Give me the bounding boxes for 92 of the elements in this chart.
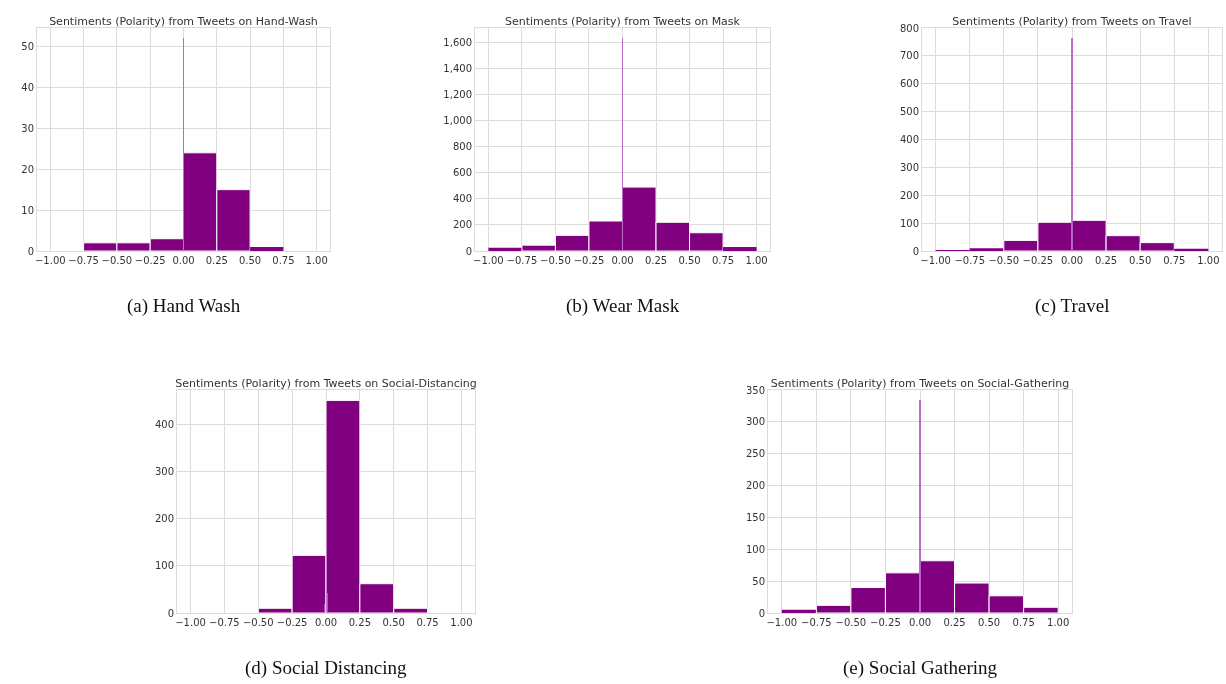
y-tick-label: 500 <box>899 106 919 118</box>
x-tick-label: 0.25 <box>348 617 371 628</box>
y-tick-label: 400 <box>154 418 174 430</box>
y-tick-label: 1,200 <box>443 89 472 101</box>
y-tick-label: 800 <box>899 22 919 34</box>
y-tick-label: 300 <box>899 161 919 173</box>
y-tick-label: 100 <box>899 217 919 229</box>
x-tick-label: −0.25 <box>573 255 605 266</box>
y-tick-label: 0 <box>27 245 34 257</box>
text: (b) Wear Mask <box>566 295 680 317</box>
x-tick-label: −1.00 <box>175 617 206 628</box>
x-tick-label: −0.50 <box>540 255 571 266</box>
x-tick-label: 0.50 <box>382 617 405 628</box>
x-tick-label: 0.00 <box>172 255 195 266</box>
y-tick-label: 200 <box>745 480 765 492</box>
text: (e) Social Gathering <box>843 657 998 679</box>
x-tick-label: 1.00 <box>1047 617 1070 628</box>
x-tick-label: 0.75 <box>711 255 735 266</box>
x-tick-label: −0.75 <box>209 617 240 628</box>
x-tick-label: −0.75 <box>68 255 99 266</box>
y-tick-label: 0 <box>167 607 174 619</box>
y-tick-label: 600 <box>452 167 472 179</box>
x-tick-label: 0.25 <box>1094 255 1118 266</box>
x-tick-label: −0.25 <box>276 617 308 628</box>
y-tick-label: 400 <box>899 134 919 145</box>
x-tick-label: −0.75 <box>506 255 538 266</box>
x-tick-label: −0.75 <box>954 255 986 266</box>
x-tick-label: 1.00 <box>1197 255 1220 266</box>
y-tick-label: 400 <box>452 193 472 205</box>
y-tick-label: 100 <box>154 560 174 572</box>
y-tick-label: 100 <box>745 543 765 555</box>
y-tick-label: 1,000 <box>443 115 472 127</box>
y-tick-label: 300 <box>745 416 765 428</box>
y-tick-label: 30 <box>21 122 34 134</box>
y-tick-label: 150 <box>745 511 765 523</box>
x-tick-label: 0.50 <box>238 255 262 266</box>
text: (a) Hand Wash <box>127 295 241 317</box>
x-tick-label: −1.00 <box>34 255 66 266</box>
x-tick-label: 0.75 <box>416 617 439 628</box>
x-tick-label: 1.00 <box>450 617 473 628</box>
chart-title: Sentiments (Polarity) from Tweets on Travel <box>952 15 1192 28</box>
y-tick-label: 600 <box>899 78 919 90</box>
y-tick-label: 20 <box>21 163 34 175</box>
y-tick-label: 800 <box>452 141 472 153</box>
x-tick-label: −0.25 <box>134 255 166 266</box>
chart-title: Sentiments (Polarity) from Tweets on Hand-Wash <box>49 15 318 28</box>
x-tick-label: 0.75 <box>1163 255 1186 266</box>
y-tick-label: 0 <box>758 607 765 619</box>
x-tick-label: 0.00 <box>611 255 634 266</box>
x-tick-label: 0.75 <box>1012 617 1035 628</box>
x-tick-label: −0.25 <box>870 617 901 628</box>
chart-title: Sentiments (Polarity) from Tweets on Social-Gathering <box>770 377 1070 390</box>
x-tick-label: −0.25 <box>1022 255 1054 266</box>
x-tick-label: −0.50 <box>242 617 274 628</box>
y-tick-label: 50 <box>21 40 34 52</box>
y-tick-label: 200 <box>452 219 472 231</box>
x-tick-label: −0.50 <box>988 255 1020 266</box>
y-tick-label: 0 <box>912 245 919 257</box>
x-tick-label: 1.00 <box>745 255 768 266</box>
y-tick-label: 350 <box>745 384 765 396</box>
y-tick-label: 1,400 <box>443 62 472 74</box>
y-tick-label: 50 <box>752 575 765 587</box>
y-tick-label: 300 <box>154 465 174 477</box>
y-tick-label: 250 <box>745 448 765 460</box>
x-tick-label: 0.25 <box>644 255 668 266</box>
text: (c) Travel <box>1035 295 1110 317</box>
x-tick-label: 0.50 <box>977 617 1001 628</box>
x-tick-label: 0.00 <box>314 617 338 628</box>
y-tick-label: 200 <box>154 513 174 525</box>
chart-title: Sentiments (Polarity) from Tweets on Mask <box>505 15 741 28</box>
x-tick-label: 0.75 <box>272 255 295 266</box>
y-tick-label: 200 <box>899 189 919 201</box>
x-tick-label: −0.75 <box>801 617 832 628</box>
y-tick-label: 40 <box>21 81 34 93</box>
x-tick-label: 1.00 <box>305 255 328 266</box>
y-tick-label: 1,600 <box>443 36 472 48</box>
y-tick-label: 700 <box>899 50 919 62</box>
x-tick-label: −1.00 <box>766 617 798 628</box>
x-tick-label: 0.00 <box>1060 255 1084 266</box>
x-tick-label: −0.50 <box>101 255 133 266</box>
y-tick-label: 0 <box>465 245 472 257</box>
x-tick-label: 0.50 <box>678 255 701 266</box>
x-tick-label: 0.25 <box>205 255 228 266</box>
x-tick-label: −1.00 <box>920 255 951 266</box>
text: (d) Social Distancing <box>245 657 407 679</box>
x-tick-label: −0.50 <box>835 617 867 628</box>
x-tick-label: −1.00 <box>473 255 504 266</box>
x-tick-label: 0.00 <box>908 617 932 628</box>
y-tick-label: 10 <box>21 204 34 216</box>
x-tick-label: 0.50 <box>1129 255 1152 266</box>
chart-title: Sentiments (Polarity) from Tweets on Social-Distancing <box>175 377 477 390</box>
x-tick-label: 0.25 <box>943 617 966 628</box>
